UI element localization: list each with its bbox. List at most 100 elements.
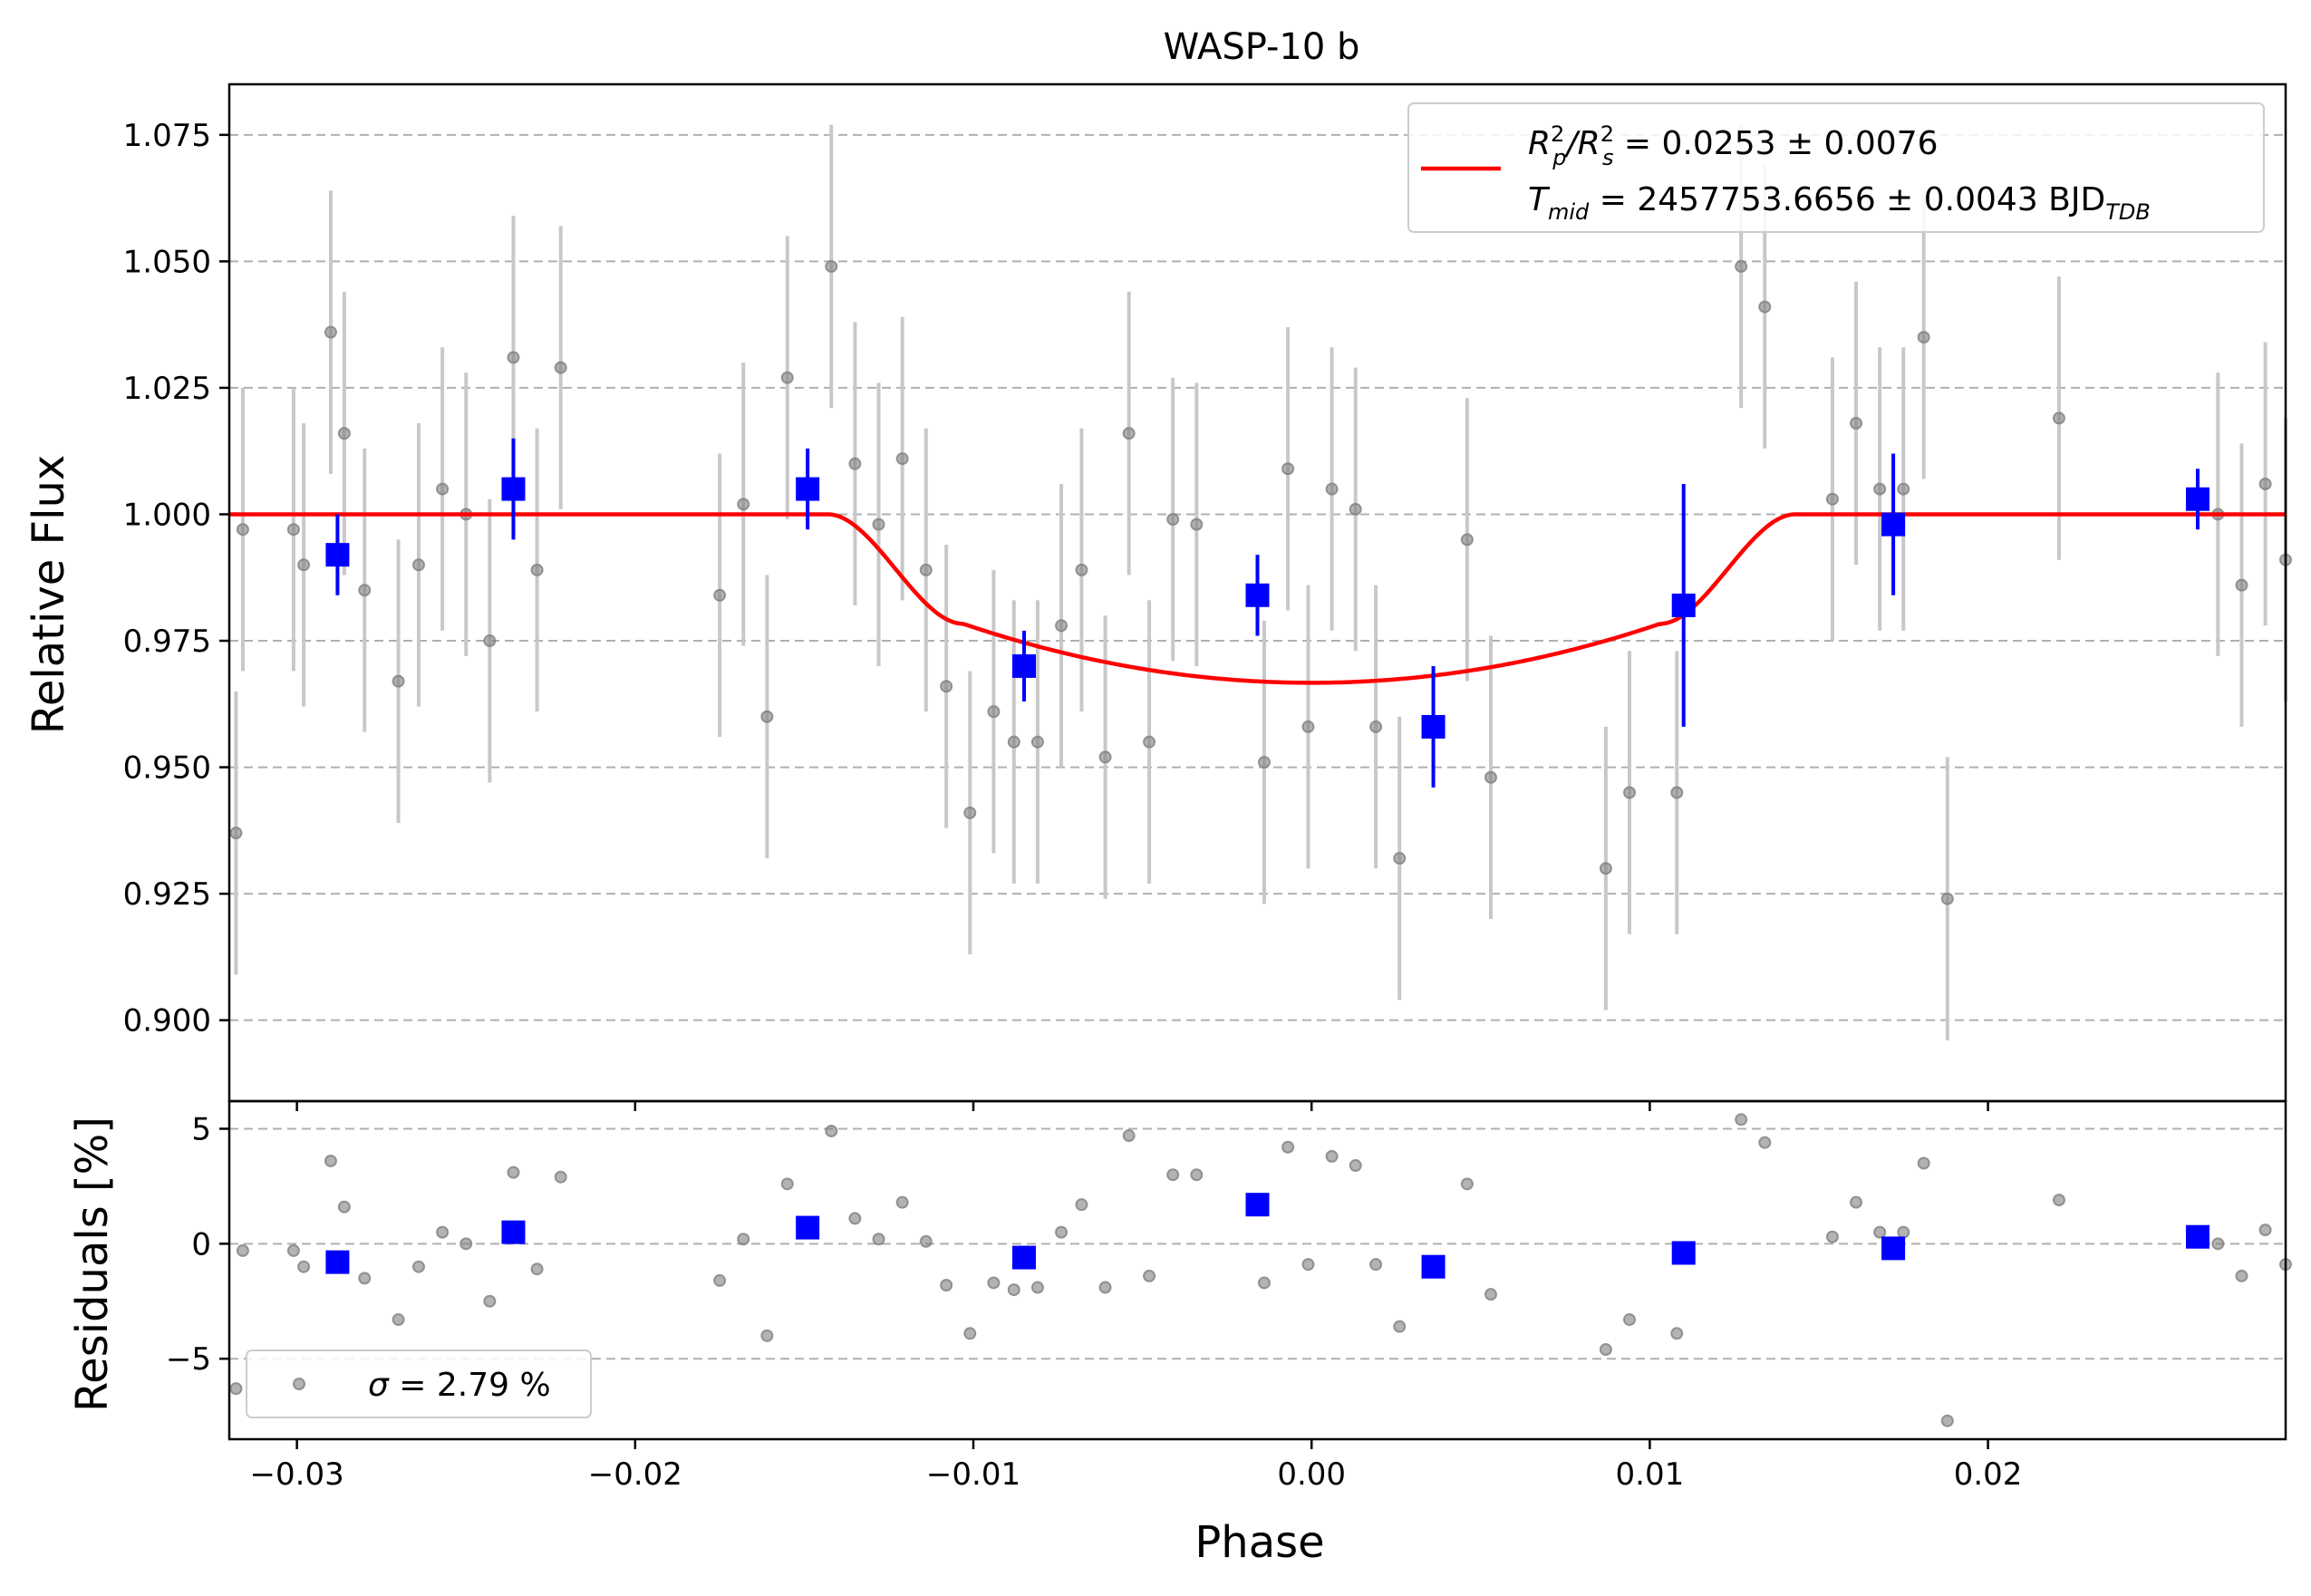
residuals-panel: −5 0 5 −0.03 −0.02 −0.01 0.00 0.01 0.02 Residua… <box>67 1099 2292 1568</box>
residuals-legend-label: σ = 2.79 % <box>368 1367 551 1404</box>
residual-raw-point <box>1623 1313 1637 1327</box>
residuals-y-ticks: −5 0 5 <box>166 1111 229 1378</box>
raw-point <box>872 517 885 531</box>
bot-x-tick-label: 0.02 <box>1954 1456 2023 1493</box>
raw-point <box>1349 502 1362 516</box>
raw-point <box>1758 300 1772 314</box>
residual-raw-point <box>1484 1288 1498 1301</box>
raw-point <box>1030 735 1044 749</box>
raw-point <box>760 710 774 723</box>
raw-point <box>1850 417 1863 430</box>
residual-raw-point <box>1670 1327 1684 1340</box>
residual-binned-point <box>796 1215 820 1240</box>
raw-point <box>1917 331 1930 344</box>
bot-y-tick-label: −5 <box>166 1341 211 1378</box>
bot-x-tick-label: −0.01 <box>926 1456 1020 1493</box>
residual-raw-point <box>940 1278 953 1291</box>
residual-raw-point <box>1460 1177 1474 1191</box>
residual-binned-point <box>1011 1245 1036 1270</box>
residual-raw-point <box>1075 1198 1088 1212</box>
legend-tmid-sub: mid <box>1548 199 1590 225</box>
flux-x-ticks <box>295 1101 1989 1111</box>
residual-raw-point <box>392 1313 405 1327</box>
residual-raw-point <box>2052 1194 2065 1207</box>
flux-y-axis-label: Relative Flux <box>24 455 74 735</box>
residual-raw-point <box>963 1327 977 1340</box>
residual-binned-point <box>1245 1193 1270 1217</box>
raw-point <box>1166 513 1180 527</box>
residual-raw-point <box>507 1166 520 1179</box>
residual-raw-point <box>1257 1276 1271 1290</box>
raw-point <box>1393 852 1407 866</box>
residual-raw-point <box>436 1225 450 1239</box>
residual-raw-point <box>780 1177 794 1191</box>
legend-tmid-symbol: T <box>1528 181 1551 218</box>
residual-raw-point <box>483 1294 497 1308</box>
residual-binned-point <box>2185 1224 2209 1249</box>
raw-point <box>1623 786 1637 799</box>
raw-point <box>737 498 750 511</box>
x-axis-label: Phase <box>1194 1517 1324 1568</box>
residual-binned-point <box>325 1250 350 1274</box>
raw-point <box>2052 411 2065 425</box>
raw-point <box>848 457 862 470</box>
residual-raw-point <box>324 1154 337 1167</box>
residual-raw-point <box>872 1233 885 1246</box>
residual-raw-point <box>459 1237 473 1251</box>
residual-raw-point <box>848 1212 862 1225</box>
bot-x-tick-label: −0.03 <box>250 1456 344 1493</box>
raw-point <box>1122 427 1136 440</box>
legend-rp-rs-value: = 0.0253 ± 0.0076 <box>1613 125 1938 162</box>
legend-rp-symbol: R <box>1528 125 1551 162</box>
raw-point <box>2235 578 2248 592</box>
residual-raw-point <box>1325 1149 1339 1163</box>
raw-point <box>286 523 300 537</box>
raw-point <box>229 827 243 840</box>
raw-point <box>1670 786 1684 799</box>
residuals-legend: σ = 2.79 % <box>246 1349 592 1418</box>
residual-raw-point <box>760 1329 774 1342</box>
residual-raw-point <box>1143 1269 1156 1282</box>
raw-point <box>1055 619 1068 633</box>
binned-point <box>501 477 526 501</box>
raw-point <box>2258 477 2272 490</box>
residual-raw-point <box>1349 1159 1362 1173</box>
residual-raw-point <box>825 1124 838 1137</box>
residuals-axes-frame <box>227 1099 2287 1441</box>
bot-x-tick-label: 0.01 <box>1616 1456 1685 1493</box>
top-y-tick-label: 0.925 <box>123 876 211 913</box>
residual-raw-point <box>1393 1320 1407 1333</box>
residual-raw-point <box>297 1260 311 1273</box>
raw-point <box>1369 720 1383 733</box>
top-y-tick-label: 1.000 <box>123 497 211 533</box>
flux-panel: 0.900 0.925 0.950 0.975 1.000 1.025 1.050 1.075… <box>24 82 2292 1111</box>
residual-raw-point <box>713 1273 727 1287</box>
raw-point <box>1873 482 1887 496</box>
legend-tmid-value: = 2457753.6656 ± 0.0043 BJD <box>1589 181 2105 218</box>
raw-point <box>895 452 909 466</box>
raw-point <box>919 563 933 576</box>
raw-point <box>1098 750 1112 764</box>
legend-sigma-symbol: σ <box>368 1367 390 1404</box>
residual-raw-point <box>1897 1225 1910 1239</box>
raw-point <box>1301 720 1315 733</box>
legend-rs-sup: 2 <box>1600 121 1614 147</box>
raw-point <box>1143 735 1156 749</box>
residual-raw-point <box>358 1272 372 1285</box>
raw-point <box>713 588 727 602</box>
raw-point <box>1257 756 1271 769</box>
raw-point <box>1484 770 1498 784</box>
residual-raw-point <box>1055 1225 1068 1239</box>
raw-point <box>825 259 838 273</box>
flux-raw-points <box>229 259 2292 905</box>
raw-point <box>1190 517 1204 531</box>
top-y-tick-label: 1.050 <box>123 244 211 280</box>
transit-model-line <box>229 512 2286 685</box>
residual-binned-point <box>501 1220 526 1244</box>
legend-rs-symbol: /R <box>1564 125 1600 162</box>
raw-point <box>358 584 372 597</box>
residual-binned-point <box>1421 1254 1446 1279</box>
raw-point <box>940 680 953 693</box>
residual-raw-point <box>1190 1168 1204 1182</box>
